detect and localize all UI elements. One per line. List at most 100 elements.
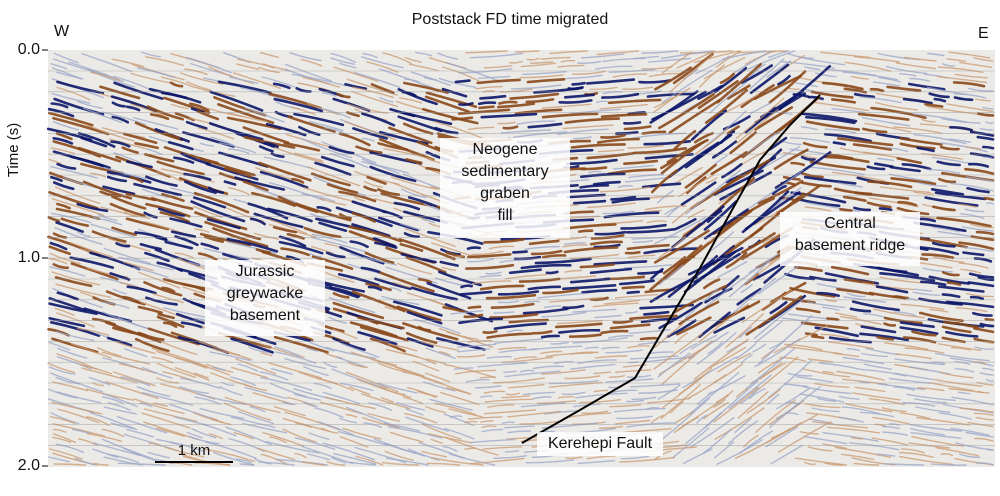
annotation-box	[440, 138, 570, 238]
reflector	[599, 186, 935, 195]
reflector	[269, 177, 994, 202]
reflector	[47, 359, 994, 414]
annotation-text: basement ridge	[795, 237, 905, 254]
annotation-text: Jurassic	[236, 263, 295, 280]
reflector	[143, 210, 515, 229]
title: Poststack FD time migrated	[412, 11, 609, 28]
reflector	[52, 50, 846, 76]
reflector	[56, 180, 918, 222]
reflector	[96, 313, 971, 368]
reflector	[51, 174, 919, 216]
reflector	[52, 112, 648, 136]
reflector	[70, 303, 994, 361]
reflector	[227, 216, 830, 254]
reflector	[268, 90, 854, 110]
fault-line	[521, 94, 821, 444]
reflector	[47, 108, 995, 127]
reflector	[56, 64, 946, 100]
reflector	[69, 215, 813, 259]
reflector	[399, 209, 995, 253]
reflector	[89, 171, 886, 185]
reflector	[309, 231, 827, 258]
annotation-text: fill	[497, 207, 512, 224]
annotations: Neogene sedimentary graben fill Jurassic grey…	[205, 138, 920, 456]
reflector	[79, 240, 916, 254]
reflector	[55, 280, 915, 298]
reflector	[379, 256, 960, 293]
reflector	[123, 254, 989, 275]
reflector	[51, 390, 893, 421]
reflector	[134, 88, 861, 142]
reflector	[748, 169, 985, 213]
annotation-text: Neogene	[473, 141, 538, 158]
reflector	[50, 371, 972, 431]
reflector	[157, 284, 964, 323]
reflector	[402, 145, 932, 194]
reflector	[274, 110, 858, 127]
y-tick-label: 0.0	[18, 41, 40, 58]
reflector	[56, 375, 971, 408]
reflector	[90, 51, 988, 89]
reflector	[146, 80, 927, 125]
reflector	[47, 176, 992, 231]
reflector	[607, 299, 803, 340]
east-label: E	[978, 25, 989, 42]
reflector	[52, 421, 954, 466]
reflector	[111, 223, 819, 248]
reflector	[324, 126, 994, 136]
reflector	[110, 414, 963, 437]
reflector	[242, 92, 888, 145]
reflector	[379, 96, 902, 104]
reflector	[77, 230, 973, 244]
reflector	[485, 253, 780, 275]
annotation-text: graben	[480, 185, 530, 202]
reflector	[133, 374, 905, 415]
fault-label: Kerehepi Fault	[548, 435, 653, 452]
reflector	[109, 97, 785, 150]
reflector	[117, 439, 994, 466]
reflector	[52, 109, 995, 148]
reflector	[301, 193, 336, 202]
reflector	[53, 456, 880, 466]
annotation-box	[780, 212, 920, 266]
reflector	[161, 244, 875, 298]
reflector	[310, 235, 861, 253]
west-label: W	[54, 23, 70, 40]
reflector	[154, 208, 908, 253]
reflector	[399, 97, 991, 104]
reflector	[151, 349, 833, 377]
reflector	[446, 331, 850, 341]
reflector	[82, 106, 994, 124]
y-tick-label: 2.0	[18, 457, 40, 474]
annotation-text: Central	[824, 215, 876, 232]
reflector	[273, 316, 979, 346]
reflector	[80, 291, 994, 311]
annotation-box	[537, 432, 663, 456]
reflector	[52, 120, 994, 132]
reflector	[86, 266, 982, 283]
scale-bar-label: 1 km	[178, 442, 211, 459]
reflector	[144, 131, 854, 163]
reflector	[69, 245, 993, 269]
reflector	[258, 136, 995, 155]
annotation-text: basement	[230, 307, 301, 324]
reflector	[101, 300, 846, 309]
reflector	[163, 267, 840, 320]
reflector	[106, 168, 533, 189]
reflector	[169, 52, 986, 94]
reflector	[141, 388, 994, 431]
reflector	[185, 90, 806, 141]
reflector	[49, 250, 504, 265]
reflector	[77, 69, 713, 110]
reflector	[48, 347, 916, 402]
y-axis-label: Time (s)	[5, 123, 22, 177]
reflector	[363, 159, 873, 196]
reflector	[50, 99, 593, 109]
reflector	[99, 66, 922, 100]
annotation-text: sedimentary	[461, 163, 548, 180]
annotation-text: greywacke	[227, 285, 304, 302]
reflector	[48, 320, 783, 358]
reflector	[740, 258, 941, 298]
reflector	[49, 264, 953, 284]
reflector	[142, 185, 634, 204]
